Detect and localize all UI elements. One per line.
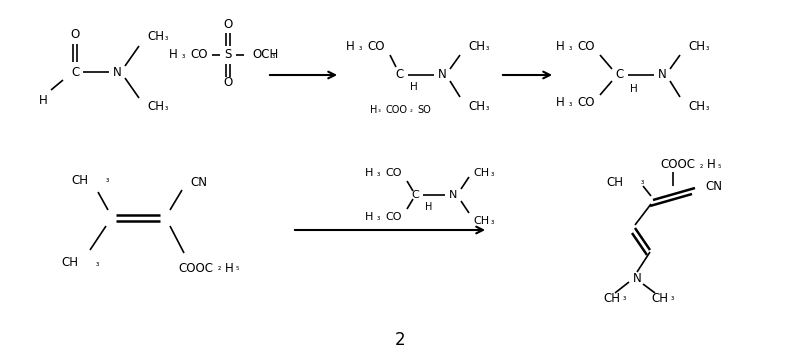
Text: O: O [223, 76, 233, 90]
Text: ₃: ₃ [165, 33, 168, 41]
Text: N: N [633, 272, 642, 285]
Text: CO: CO [367, 40, 385, 53]
Text: CH: CH [473, 216, 489, 226]
Text: COOC: COOC [178, 262, 213, 274]
Text: ₃: ₃ [623, 293, 626, 303]
Text: N: N [438, 69, 446, 81]
Text: CH: CH [61, 257, 78, 269]
Text: H: H [365, 168, 373, 178]
Text: CN: CN [705, 179, 722, 193]
Text: CH: CH [147, 101, 164, 114]
Text: CH: CH [473, 168, 489, 178]
Text: OCH: OCH [252, 48, 278, 62]
Text: CO: CO [190, 48, 207, 62]
Text: COO: COO [386, 105, 408, 115]
Text: SO: SO [417, 105, 430, 115]
Text: CH: CH [651, 291, 668, 304]
Text: CO: CO [577, 40, 594, 53]
Text: CH: CH [147, 30, 164, 44]
Text: H: H [707, 159, 716, 171]
Text: ₃: ₃ [491, 217, 494, 225]
Text: ₃: ₃ [569, 42, 572, 51]
Text: ₃: ₃ [671, 293, 674, 303]
Text: CH: CH [606, 176, 623, 188]
Text: H: H [410, 82, 418, 92]
Text: C: C [396, 69, 404, 81]
Text: ₃: ₃ [165, 103, 168, 112]
Text: O: O [70, 28, 80, 40]
Text: N: N [658, 69, 666, 81]
Text: CH: CH [468, 101, 485, 114]
Text: CH: CH [688, 40, 705, 53]
Text: ₂: ₂ [218, 263, 222, 273]
Text: C: C [71, 65, 79, 79]
Text: N: N [113, 65, 122, 79]
Text: H: H [225, 262, 234, 274]
Text: ₃: ₃ [569, 98, 572, 108]
Text: CO: CO [577, 97, 594, 109]
Text: N: N [449, 190, 457, 200]
Text: ₃: ₃ [706, 103, 710, 112]
Text: H: H [556, 97, 565, 109]
Text: CH: CH [603, 291, 620, 304]
Text: ₃: ₃ [106, 176, 110, 184]
Text: H: H [38, 93, 47, 107]
Text: COOC: COOC [660, 159, 695, 171]
Text: CN: CN [190, 177, 207, 189]
Text: H: H [346, 40, 355, 53]
Text: CO: CO [385, 168, 402, 178]
Text: ₃: ₃ [641, 177, 644, 187]
Text: C: C [616, 69, 624, 81]
Text: C: C [411, 190, 419, 200]
Text: ₅: ₅ [236, 263, 239, 273]
Text: ₃: ₃ [486, 103, 490, 112]
Text: ₃: ₃ [377, 169, 380, 177]
Text: O: O [223, 18, 233, 32]
Text: ₃: ₃ [272, 51, 275, 59]
Text: 2: 2 [394, 331, 406, 349]
Text: H: H [425, 202, 432, 212]
Text: ₃: ₃ [706, 42, 710, 51]
Text: CH: CH [71, 173, 88, 187]
Text: H: H [170, 48, 178, 62]
Text: CO: CO [385, 212, 402, 222]
Text: CH: CH [468, 40, 485, 53]
Text: H: H [370, 105, 378, 115]
Text: ₃: ₃ [378, 107, 381, 113]
Text: ₃: ₃ [377, 212, 380, 222]
Text: ₂: ₂ [700, 160, 703, 170]
Text: ₃: ₃ [359, 42, 362, 51]
Text: ₃: ₃ [96, 258, 99, 268]
Text: ₅: ₅ [718, 160, 722, 170]
Text: H: H [365, 212, 373, 222]
Text: ₃: ₃ [486, 42, 490, 51]
Text: H: H [556, 40, 565, 53]
Text: ₃: ₃ [491, 169, 494, 177]
Text: ₃: ₃ [182, 51, 186, 59]
Text: H: H [630, 84, 638, 94]
Text: CH: CH [688, 101, 705, 114]
Text: ₂: ₂ [410, 107, 413, 113]
Text: S: S [224, 48, 232, 62]
